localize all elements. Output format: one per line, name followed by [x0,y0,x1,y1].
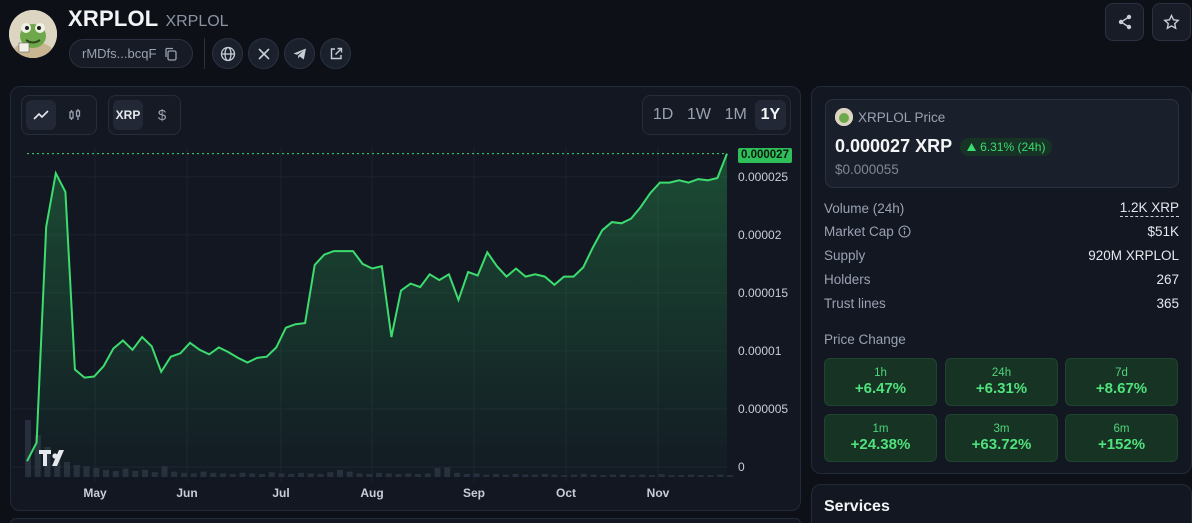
y-tick-label: 0.000025 [738,170,788,184]
candlestick-icon [69,109,81,120]
price-area [27,153,727,477]
y-tick-label: 0.000015 [738,286,788,300]
x-icon [257,47,270,60]
currency-usd-button[interactable]: $ [157,106,167,124]
telegram-button[interactable] [284,38,315,69]
currency-xrp-button[interactable]: XRP [113,100,143,130]
info-icon[interactable] [898,225,911,238]
telegram-icon [293,48,306,59]
candlestick-button[interactable] [60,100,90,130]
x-tick-label: Sep [463,486,485,500]
price-value: 0.000027 XRP [835,136,953,156]
tradingview-logo [39,450,64,466]
y-tick-label: 0.000005 [738,402,788,416]
x-tick-label: Nov [647,486,670,500]
change-24h-badge: 6.31% (24h) [960,137,1053,156]
timeframe-1w[interactable]: 1W [686,106,711,123]
price-chart[interactable]: 0.0000250.000020.0000150.000010.0000050 … [11,87,801,511]
timeframe-1y[interactable]: 1Y [754,100,786,130]
price-usd: $0.000055 [835,162,899,177]
stat-market-cap: Market Cap $51K [824,224,1179,239]
token-info-panel: XRPLOL Price 0.000027 XRP 6.31% (24h) $0… [811,86,1192,474]
address-copy-pill[interactable]: rMDfs...bcqF [69,39,193,68]
volume-bar [25,420,31,477]
x-tick-label: May [83,486,107,500]
price-change-7d: 7d +8.67% [1065,358,1178,406]
currency-toggle: XRP $ [108,95,181,135]
volume-value[interactable]: 1.2K XRP [1119,200,1179,217]
price-label: XRPLOL Price [858,109,946,125]
x-tick-label: Aug [360,486,383,500]
timeframe-1d[interactable]: 1D [652,106,674,123]
line-chart-icon [33,110,49,120]
services-title: Services [824,498,890,515]
star-icon [1163,13,1180,30]
price-change-3m: 3m +63.72% [945,414,1058,462]
favorite-button[interactable] [1152,3,1191,41]
price-change-24h: 24h +6.31% [945,358,1058,406]
timeframe-1m[interactable]: 1M [724,106,747,123]
y-tick-label: 0.00002 [738,228,782,242]
price-change-1m: 1m +24.38% [824,414,937,462]
price-chart-panel: XRP $ 1D 1W 1M 1Y 0.000025 0.00002 0.00001… [10,86,801,511]
header-divider [204,38,205,69]
volume-bar [727,475,733,477]
copy-icon[interactable] [164,47,178,61]
token-ticker: XRPLOL [165,13,229,30]
stat-volume: Volume (24h) 1.2K XRP [824,200,1179,217]
price-line [26,153,728,462]
chart-type-toggle [21,95,97,135]
globe-icon [220,46,235,61]
token-address: rMDfs...bcqF [82,46,157,61]
website-button[interactable] [212,38,243,69]
y-tick-label: 0 [738,460,745,474]
line-chart-button[interactable] [26,100,56,130]
triangle-up-icon [967,142,977,151]
y-tick-label: 0.00001 [738,344,782,358]
x-tick-label: Jul [272,486,289,500]
price-card: XRPLOL Price 0.000027 XRP 6.31% (24h) $0… [825,99,1179,188]
stat-holders: Holders 267 [824,272,1179,287]
price-change-1h: 1h +6.47% [824,358,937,406]
stat-supply: Supply 920M XRPLOL [824,248,1179,263]
services-panel: Services [811,484,1192,523]
share-icon [1118,14,1131,30]
timeframe-toggle: 1D 1W 1M 1Y [642,95,791,135]
price-change-6m: 6m +152% [1065,414,1178,462]
external-link-button[interactable] [320,38,351,69]
price-change-title: Price Change [824,332,906,347]
x-button[interactable] [248,38,279,69]
stat-trust-lines: Trust lines 365 [824,296,1179,311]
current-price-tag: 0.000027 [738,148,792,163]
share-button[interactable] [1105,3,1144,41]
bottom-panel-edge [10,518,801,523]
x-tick-label: Jun [176,486,197,500]
x-tick-label: Oct [556,486,576,500]
token-avatar [9,10,57,58]
token-mini-avatar [835,108,853,126]
external-link-icon [330,47,342,59]
token-name: XRPLOL [68,6,159,31]
